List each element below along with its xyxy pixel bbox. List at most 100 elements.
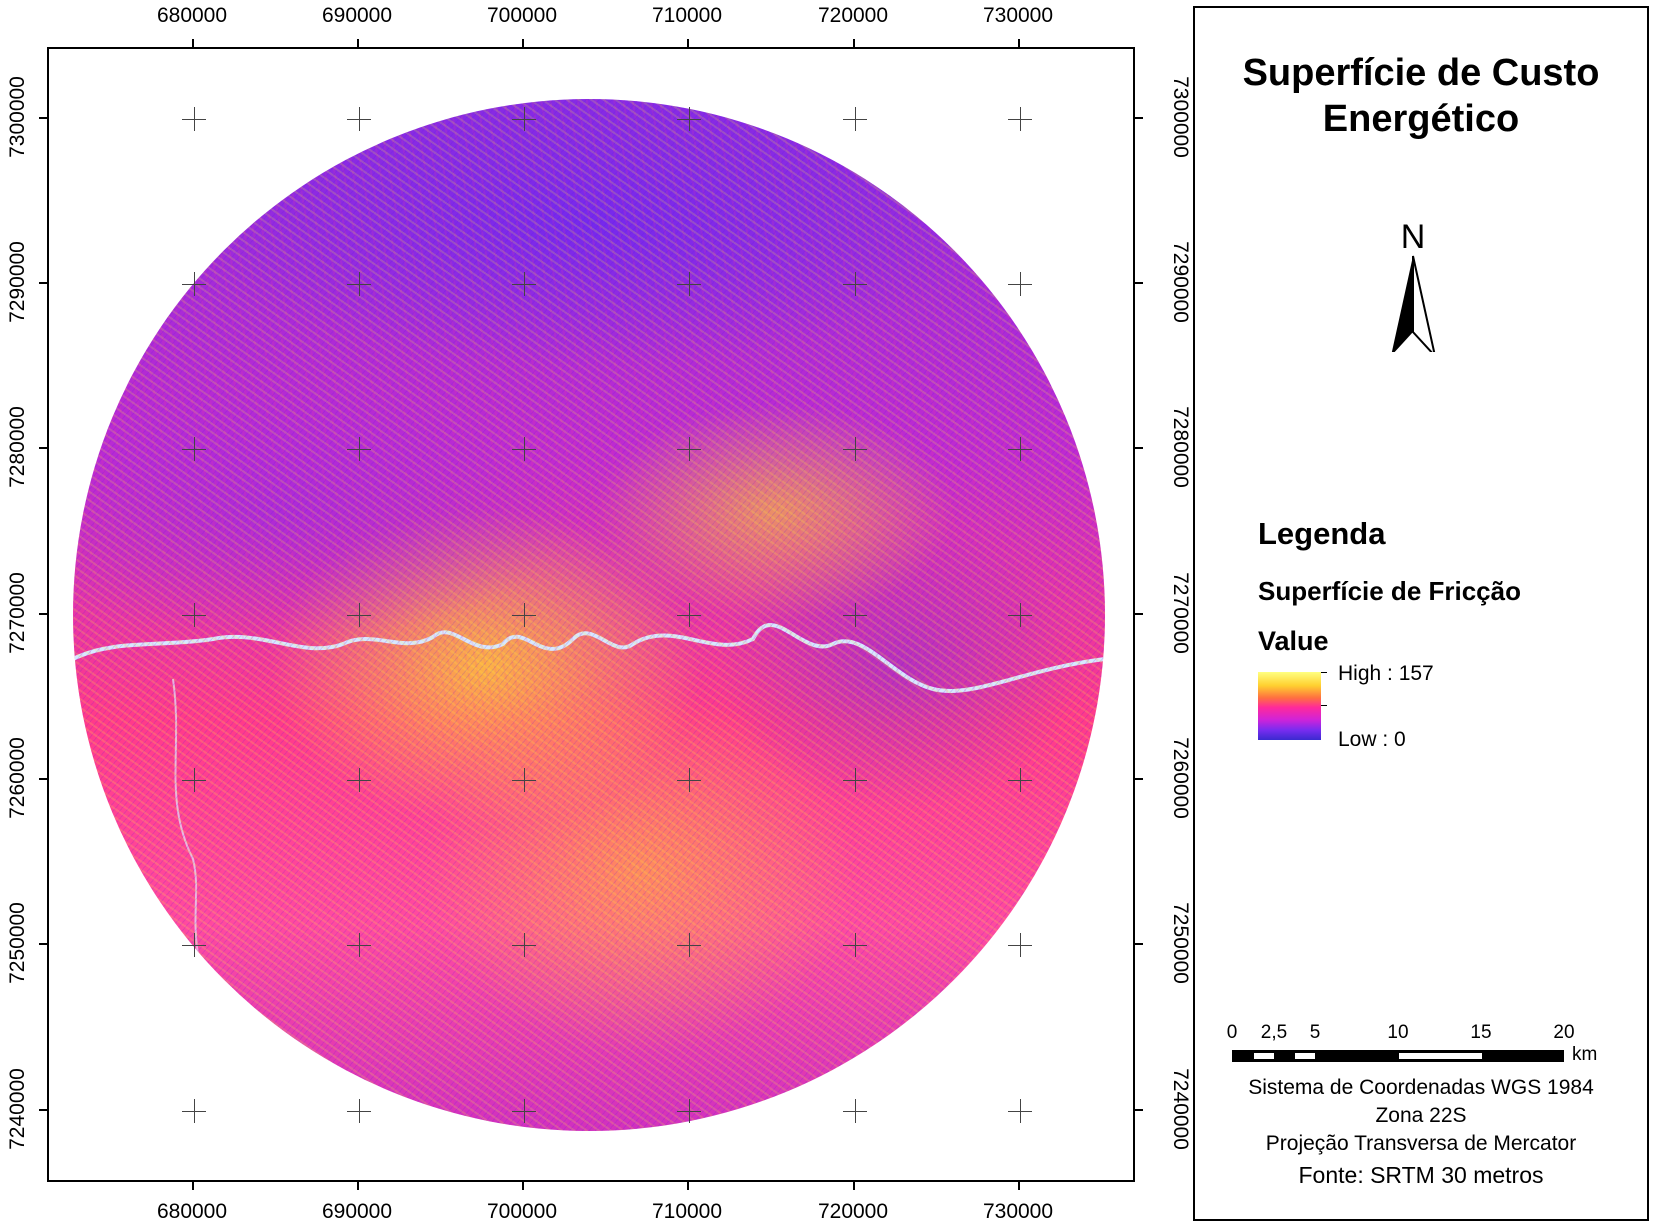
x-axis-label: 730000 (982, 1200, 1054, 1223)
graticule-cross (182, 272, 206, 296)
legend-field-name: Value (1258, 626, 1329, 656)
x-axis-tick (1018, 39, 1020, 47)
y-axis-label: 7300000 (6, 76, 29, 158)
graticule-cross (677, 603, 701, 627)
legend-title: Legenda (1258, 516, 1386, 551)
x-axis-tick (687, 39, 689, 47)
graticule-cross (512, 933, 536, 957)
x-axis-label: 680000 (156, 1200, 228, 1223)
scale-label: 0 (1226, 1022, 1238, 1043)
ramp-tick-mid (1321, 705, 1327, 706)
y-axis-label: 7270000 (6, 572, 29, 654)
y-axis-tick (39, 282, 47, 284)
graticule-cross (677, 933, 701, 957)
graticule-cross (843, 933, 867, 957)
y-axis-label: 7290000 (1169, 241, 1192, 323)
y-axis-label: 7250000 (6, 902, 29, 984)
graticule-cross (1008, 603, 1032, 627)
map-title-line2: Energético (1322, 98, 1520, 140)
river-line (73, 623, 1105, 1000)
y-axis-label: 7240000 (6, 1068, 29, 1150)
x-axis-tick (522, 39, 524, 47)
graticule-cross (1008, 1099, 1032, 1123)
graticule-cross (1008, 768, 1032, 792)
data-source: Fonte: SRTM 30 metros (1298, 1162, 1544, 1188)
y-axis-tick (39, 613, 47, 615)
graticule-cross (182, 437, 206, 461)
legend-color-ramp (1258, 672, 1321, 740)
y-axis-tick (1135, 282, 1143, 284)
graticule-cross (347, 272, 371, 296)
graticule-cross (182, 1099, 206, 1123)
x-axis-tick (192, 1182, 194, 1190)
graticule-cross (182, 933, 206, 957)
x-axis-label: 680000 (156, 4, 228, 27)
x-axis-tick (853, 39, 855, 47)
ramp-tick-high (1321, 672, 1327, 673)
graticule-cross (182, 768, 206, 792)
y-axis-label: 7240000 (1169, 1068, 1192, 1150)
y-axis-tick (1135, 117, 1143, 119)
north-arrow-icon: N (1383, 218, 1443, 352)
scale-label: 5 (1309, 1022, 1321, 1043)
graticule-cross (1008, 272, 1032, 296)
graticule-cross (512, 603, 536, 627)
x-axis-tick (687, 1182, 689, 1190)
graticule-cross (512, 437, 536, 461)
x-axis-label: 720000 (817, 4, 889, 27)
x-axis-tick (357, 39, 359, 47)
graticule-cross (677, 437, 701, 461)
x-axis-tick (1018, 1182, 1020, 1190)
x-axis-label: 710000 (651, 1200, 723, 1223)
x-axis-tick (522, 1182, 524, 1190)
x-axis-label: 690000 (321, 4, 393, 27)
graticule-cross (512, 1099, 536, 1123)
legend-high-label: High : 157 (1338, 662, 1434, 685)
graticule-cross (843, 107, 867, 131)
scale-label: 2,5 (1260, 1022, 1288, 1043)
graticule-cross (512, 272, 536, 296)
y-axis-tick (39, 1109, 47, 1111)
y-axis-label: 7280000 (1169, 406, 1192, 488)
graticule-cross (347, 107, 371, 131)
graticule-cross (677, 1099, 701, 1123)
y-axis-tick (1135, 778, 1143, 780)
scale-label: 15 (1470, 1022, 1492, 1043)
y-axis-label: 7300000 (1169, 76, 1192, 158)
zone: Zona 22S (1375, 1104, 1467, 1127)
graticule-cross (677, 107, 701, 131)
graticule-cross (843, 1099, 867, 1123)
x-axis-label: 700000 (486, 4, 558, 27)
graticule-cross (677, 272, 701, 296)
legend-low-label: Low : 0 (1338, 728, 1406, 751)
graticule-cross (512, 107, 536, 131)
x-axis-label: 690000 (321, 1200, 393, 1223)
north-label: N (1400, 218, 1426, 256)
y-axis-label: 7250000 (1169, 902, 1192, 984)
scale-unit: km (1572, 1044, 1598, 1065)
x-axis-label: 730000 (982, 4, 1054, 27)
graticule-cross (843, 603, 867, 627)
graticule-cross (1008, 107, 1032, 131)
y-axis-label: 7270000 (1169, 572, 1192, 654)
legend-panel: Superfície de Custo Energético N Legenda… (1193, 6, 1649, 1221)
graticule-cross (347, 1099, 371, 1123)
y-axis-label: 7260000 (1169, 737, 1192, 819)
coordinate-system: Sistema de Coordenadas WGS 1984 (1248, 1076, 1594, 1099)
y-axis-tick (39, 943, 47, 945)
x-axis-label: 700000 (486, 1200, 558, 1223)
x-axis-tick (853, 1182, 855, 1190)
projection: Projeção Transversa de Mercator (1265, 1132, 1577, 1155)
y-axis-tick (1135, 447, 1143, 449)
graticule-cross (843, 768, 867, 792)
friction-raster (73, 99, 1105, 1131)
y-axis-label: 7290000 (6, 241, 29, 323)
graticule-cross (1008, 437, 1032, 461)
graticule-cross (182, 603, 206, 627)
graticule-cross (182, 107, 206, 131)
y-axis-tick (39, 778, 47, 780)
y-axis-tick (1135, 613, 1143, 615)
graticule-cross (512, 768, 536, 792)
y-axis-tick (1135, 943, 1143, 945)
y-axis-tick (1135, 1109, 1143, 1111)
